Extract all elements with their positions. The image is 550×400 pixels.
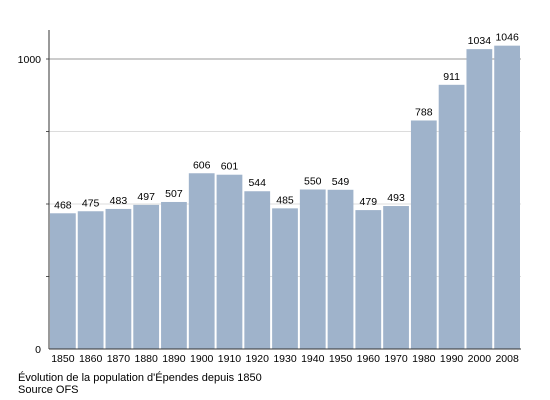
bar-1950 bbox=[327, 189, 354, 349]
y-tick-label: 1000 bbox=[18, 54, 42, 66]
value-labels: 468 475 483 497 507 606 601 544 485 550 549 479 493 7… bbox=[54, 32, 519, 212]
value-label-1950: 549 bbox=[332, 176, 350, 188]
value-label-1850: 468 bbox=[54, 199, 72, 211]
y-tick-label: 0 bbox=[35, 344, 41, 356]
value-label-1920: 544 bbox=[248, 177, 266, 189]
value-label-1940: 550 bbox=[304, 176, 322, 188]
bar-1930 bbox=[272, 208, 298, 349]
value-label-2000: 1034 bbox=[468, 35, 492, 47]
bars bbox=[50, 45, 520, 349]
value-label-1870: 483 bbox=[110, 195, 128, 207]
value-label-1860: 475 bbox=[82, 197, 100, 209]
bar-1940 bbox=[299, 189, 326, 349]
bar-2008 bbox=[494, 45, 520, 349]
chart-caption-title: Évolution de la population d'Épendes dep… bbox=[18, 372, 262, 384]
x-tick-label-1900: 1900 bbox=[190, 353, 214, 365]
value-label-2008: 1046 bbox=[495, 32, 519, 44]
x-tick-label-1910: 1910 bbox=[218, 353, 242, 365]
x-tick-label-1990: 1990 bbox=[440, 353, 464, 365]
bar-1870 bbox=[105, 208, 132, 349]
bar-1860 bbox=[77, 211, 104, 349]
x-tick-label-1980: 1980 bbox=[412, 353, 436, 365]
x-tick-label-1950: 1950 bbox=[329, 353, 353, 365]
value-label-1980: 788 bbox=[415, 106, 433, 118]
value-label-1880: 497 bbox=[137, 191, 155, 203]
x-tick-label-2000: 2000 bbox=[468, 353, 492, 365]
tick-labels: 1850 1860 1870 1880 1890 1900 1910 1920 1930 1940… bbox=[18, 54, 519, 365]
value-label-1910: 601 bbox=[221, 161, 239, 173]
bar-1980 bbox=[410, 120, 437, 349]
bar-1900 bbox=[188, 173, 215, 349]
bar-1960 bbox=[355, 210, 382, 349]
value-label-1960: 479 bbox=[360, 196, 378, 208]
bar-1970 bbox=[383, 206, 409, 349]
chart-caption-source: Source OFS bbox=[18, 384, 79, 396]
bar-1880 bbox=[133, 204, 160, 349]
bar-1910 bbox=[216, 174, 243, 349]
x-tick-label-1880: 1880 bbox=[134, 353, 158, 365]
x-tick-label-1940: 1940 bbox=[301, 353, 325, 365]
value-label-1930: 485 bbox=[276, 194, 294, 206]
x-tick-label-1920: 1920 bbox=[246, 353, 270, 365]
bar-1990 bbox=[438, 84, 465, 349]
value-label-1970: 493 bbox=[387, 192, 405, 204]
x-tick-label-1890: 1890 bbox=[162, 353, 186, 365]
bar-2000 bbox=[466, 49, 493, 349]
bar-1920 bbox=[244, 191, 271, 349]
x-tick-label-1870: 1870 bbox=[107, 353, 131, 365]
bar-1890 bbox=[161, 201, 187, 349]
x-tick-label-1930: 1930 bbox=[273, 353, 297, 365]
value-label-1890: 507 bbox=[165, 188, 183, 200]
value-label-1990: 911 bbox=[443, 71, 460, 83]
x-tick-label-1850: 1850 bbox=[51, 353, 75, 365]
value-label-1900: 606 bbox=[193, 159, 211, 171]
x-tick-label-1860: 1860 bbox=[79, 353, 103, 365]
bar-1850 bbox=[50, 213, 76, 349]
x-tick-label-1960: 1960 bbox=[357, 353, 381, 365]
x-tick-label-1970: 1970 bbox=[384, 353, 408, 365]
x-tick-label-2008: 2008 bbox=[495, 353, 519, 365]
axes bbox=[46, 30, 521, 350]
